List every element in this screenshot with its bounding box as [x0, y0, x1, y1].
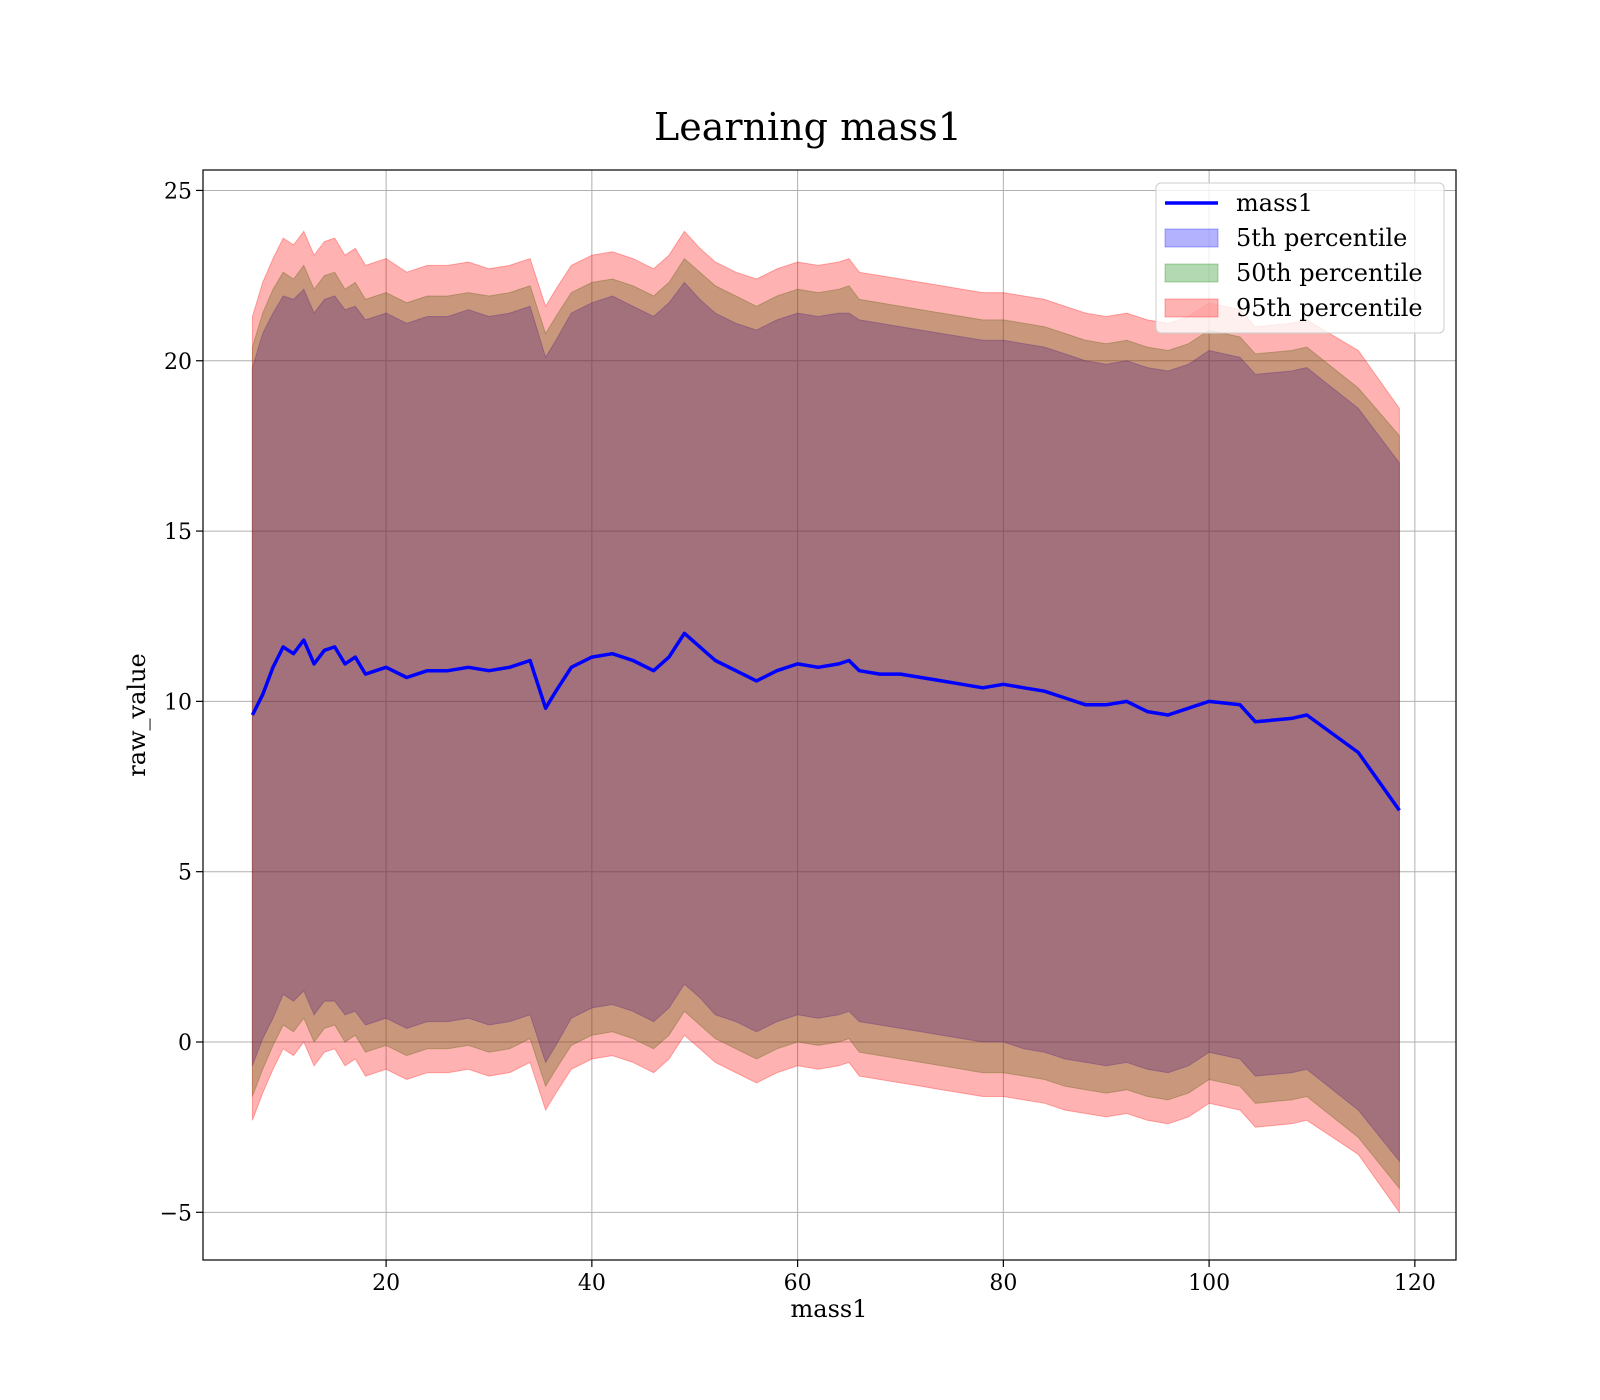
- x-tick-label: 80: [989, 1271, 1017, 1296]
- y-axis-ticks: −5 0 5 10 15 20 25: [160, 179, 203, 1226]
- legend-frame: [1155, 182, 1445, 334]
- band-95th-percentile: [251, 230, 1400, 1214]
- y-tick-label: 5: [178, 861, 192, 886]
- percentile-bands: [251, 230, 1400, 1214]
- y-tick-label: 25: [164, 179, 192, 204]
- y-tick-label: 0: [178, 1031, 192, 1056]
- y-tick-label: 15: [164, 520, 192, 545]
- band-50th-percentile: [251, 257, 1400, 1190]
- x-tick-label: 100: [1188, 1271, 1230, 1296]
- y-tick-label: −5: [160, 1201, 192, 1226]
- legend-label-95th: 95th percentile: [1236, 294, 1423, 322]
- x-tick-label: 40: [578, 1271, 606, 1296]
- plot-frame: [202, 169, 1457, 1261]
- plot-area: 20 40 60 80 100 120 −5 0 5 10 15 20 25: [160, 169, 1457, 1296]
- y-tick-label: 20: [164, 350, 192, 375]
- legend-swatch-95th: [1164, 298, 1219, 318]
- legend-label-5th: 5th percentile: [1236, 224, 1407, 252]
- x-axis-label: mass1: [791, 1295, 868, 1323]
- x-tick-label: 20: [372, 1271, 400, 1296]
- y-tick-label: 10: [164, 690, 192, 715]
- legend: mass1 5th percentile 50th percentile 95t…: [1155, 182, 1445, 334]
- chart-title: Learning mass1: [654, 105, 962, 149]
- x-tick-label: 60: [784, 1271, 812, 1296]
- series-lines: [250, 631, 1401, 812]
- legend-label-mass1: mass1: [1236, 189, 1313, 217]
- y-axis-label: raw_value: [123, 653, 151, 777]
- grid-lines: [203, 170, 1456, 1260]
- legend-swatch-5th: [1164, 228, 1219, 248]
- x-axis-ticks: 20 40 60 80 100 120: [372, 1260, 1436, 1296]
- x-tick-label: 120: [1394, 1271, 1436, 1296]
- series-line-mass1: [250, 631, 1401, 812]
- legend-label-50th: 50th percentile: [1236, 259, 1423, 287]
- legend-swatch-50th: [1164, 263, 1219, 283]
- band-5th-percentile: [251, 281, 1400, 1163]
